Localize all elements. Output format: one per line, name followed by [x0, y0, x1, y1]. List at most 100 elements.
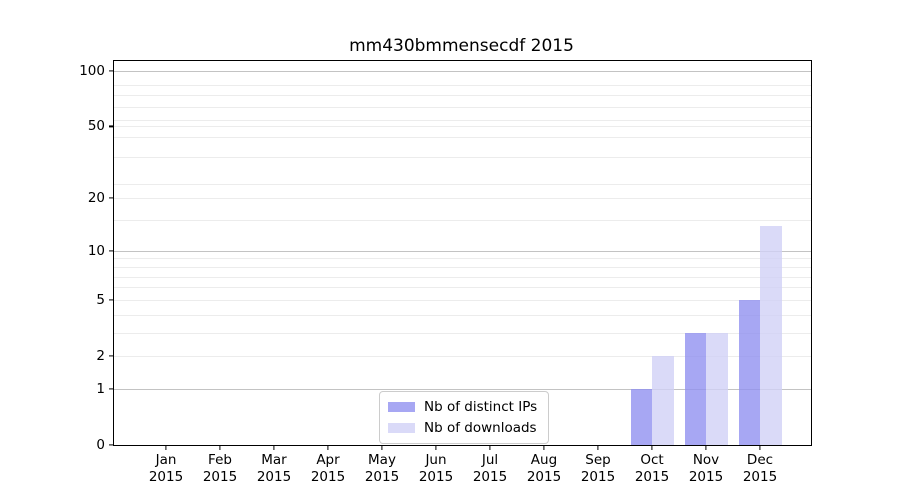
y-tick-label: 50	[87, 118, 105, 135]
x-tick-year: 2015	[148, 468, 184, 485]
minor-gridline	[114, 314, 811, 316]
bar-distinct-ips-dec	[738, 299, 760, 445]
minor-gridline	[114, 220, 811, 222]
plot-area: Nb of distinct IPs Nb of downloads 0 1 2 5 1…	[79, 60, 812, 485]
legend-item-downloads: Nb of downloads	[388, 420, 537, 436]
y-tick-label: 10	[87, 242, 105, 259]
x-tick-label: Mar 2015	[257, 452, 291, 485]
chart-title: mm430bmmensecdf 2015	[349, 36, 574, 56]
y-tick-label: 20	[87, 190, 105, 207]
bar-downloads-nov	[706, 332, 728, 445]
legend-item-distinct-ips: Nb of distinct IPs	[388, 399, 537, 415]
y-tick-label: 0	[96, 437, 105, 453]
bar-downloads-dec	[760, 225, 782, 445]
x-tick-month: Oct	[640, 452, 664, 468]
x-tick-mark	[597, 445, 599, 450]
x-tick-month: Nov	[692, 452, 720, 468]
x-tick-label: Jul 2015	[473, 452, 507, 485]
legend-label-downloads: Nb of downloads	[424, 420, 537, 436]
x-tick-year: 2015	[634, 468, 670, 485]
x-tick-year: 2015	[310, 468, 346, 485]
minor-gridline	[114, 95, 811, 97]
y-tick-mark	[109, 70, 114, 72]
x-tick-year: 2015	[688, 468, 724, 485]
bar-distinct-ips-oct	[630, 388, 652, 445]
x-tick-label: Dec 2015	[743, 452, 777, 485]
minor-gridline	[114, 136, 811, 138]
bar-downloads-oct	[652, 356, 674, 445]
x-tick-month: Feb	[208, 452, 232, 468]
legend: Nb of distinct IPs Nb of downloads	[379, 391, 550, 444]
major-gridline	[114, 250, 811, 252]
y-tick-mark	[109, 250, 114, 252]
major-gridline	[114, 71, 811, 72]
y-tick-label: 2	[96, 348, 105, 364]
x-tick-year: 2015	[256, 468, 292, 485]
x-tick-month: May	[368, 452, 396, 468]
legend-swatch-distinct-ips	[388, 402, 415, 412]
legend-label-distinct-ips: Nb of distinct IPs	[424, 399, 538, 415]
x-tick-mark	[489, 445, 491, 450]
x-tick-year: 2015	[364, 468, 400, 485]
x-tick-mark	[543, 445, 545, 450]
x-tick-year: 2015	[472, 468, 508, 485]
y-tick-mark	[109, 388, 114, 390]
major-gridline	[114, 388, 811, 390]
minor-gridline	[114, 85, 811, 86]
x-tick-mark	[381, 445, 383, 450]
y-tick-label: 1	[96, 380, 105, 397]
x-tick-year: 2015	[526, 468, 562, 485]
minor-gridline	[114, 332, 811, 334]
y-tick-mark	[109, 299, 114, 301]
minor-gridline	[114, 258, 811, 260]
minor-gridline	[114, 356, 811, 357]
minor-gridline	[114, 276, 811, 278]
y-tick-label: 100	[79, 63, 105, 79]
x-tick-month: Sep	[585, 452, 611, 468]
x-tick-month: Mar	[261, 452, 287, 468]
x-tick-label: Nov 2015	[689, 452, 723, 485]
x-tick-label: Sep 2015	[581, 452, 615, 485]
minor-gridline	[114, 184, 811, 186]
legend-swatch-downloads	[388, 423, 415, 433]
x-tick-mark	[435, 445, 437, 450]
x-tick-label: Jan 2015	[149, 452, 183, 485]
x-tick-mark	[705, 445, 707, 450]
minor-gridline	[114, 120, 811, 122]
y-tick-mark	[109, 355, 114, 357]
minor-gridline	[114, 106, 811, 108]
minor-gridline	[114, 266, 811, 268]
minor-gridline	[114, 156, 811, 158]
x-tick-year: 2015	[580, 468, 616, 485]
x-tick-mark	[219, 445, 221, 450]
y-tick-mark	[109, 125, 114, 127]
minor-gridline	[114, 198, 811, 200]
y-tick-label: 5	[96, 291, 105, 308]
minor-gridline	[114, 299, 811, 301]
x-tick-mark	[327, 445, 329, 450]
x-tick-label: May 2015	[365, 452, 399, 485]
x-tick-month: Jan	[155, 452, 177, 468]
x-tick-label: Jun 2015	[419, 452, 453, 485]
x-tick-year: 2015	[202, 468, 238, 485]
x-tick-year: 2015	[418, 468, 454, 485]
minor-gridline	[114, 287, 811, 289]
x-tick-mark	[651, 445, 653, 450]
bar-distinct-ips-nov	[684, 332, 706, 445]
x-tick-label: Oct 2015	[635, 452, 669, 485]
x-tick-mark	[759, 445, 761, 450]
x-tick-mark	[165, 445, 167, 450]
minor-gridline	[114, 126, 811, 128]
x-tick-month: Apr	[316, 452, 340, 468]
x-tick-month: Aug	[530, 452, 558, 468]
x-tick-label: Apr 2015	[311, 452, 345, 485]
x-tick-month: Dec	[746, 452, 774, 468]
x-tick-label: Feb 2015	[203, 452, 237, 485]
x-tick-month: Jul	[481, 452, 499, 468]
x-tick-mark	[273, 445, 275, 450]
x-tick-month: Jun	[425, 452, 447, 468]
x-tick-year: 2015	[742, 468, 778, 485]
y-tick-mark	[109, 444, 114, 446]
x-tick-label: Aug 2015	[527, 452, 561, 485]
